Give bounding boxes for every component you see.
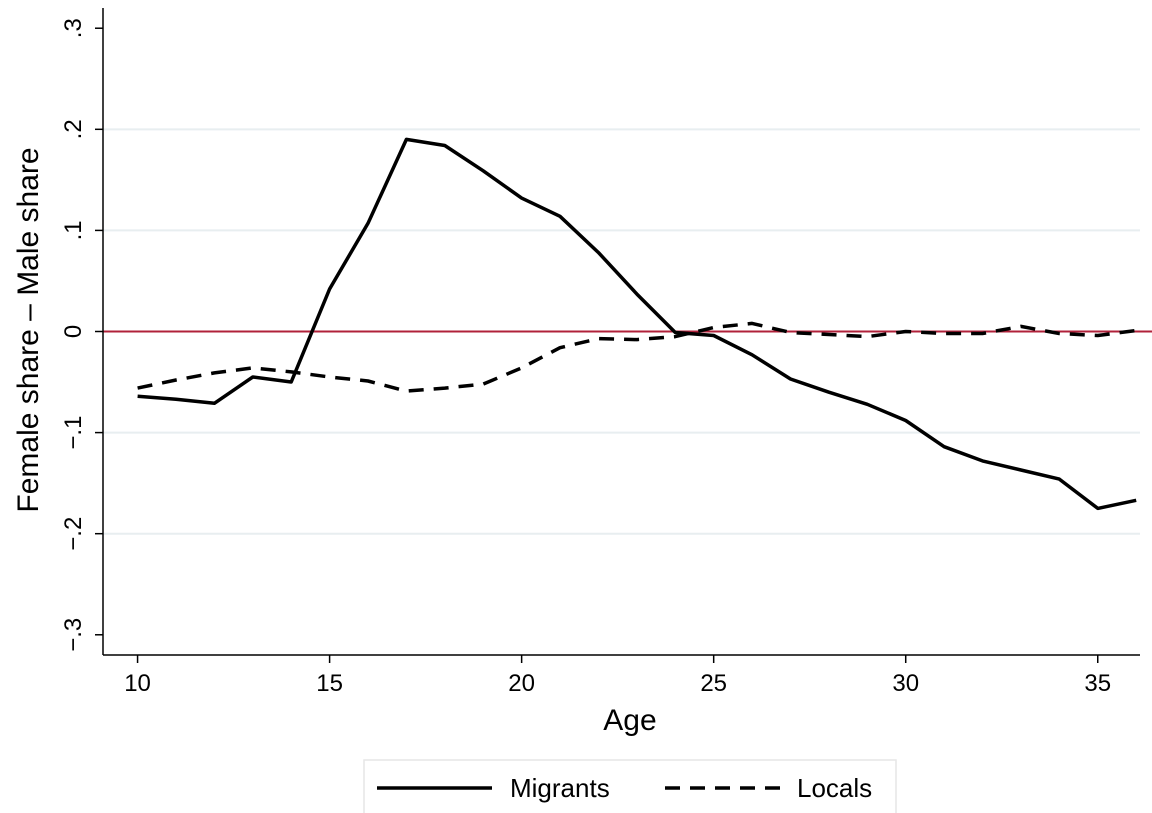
series-lines (137, 137, 1137, 511)
legend-label-locals: Locals (797, 773, 872, 803)
gridlines (103, 128, 1140, 535)
y-ticks: −.3 −.2 −.1 0 .1 .2 .3 (60, 18, 103, 652)
legend: Migrants Locals (363, 759, 897, 813)
series-line-locals (137, 321, 1137, 393)
y-tick-label: −.3 (60, 618, 87, 652)
y-tick-label: .1 (60, 220, 87, 240)
x-tick-label: 35 (1084, 670, 1111, 697)
y-tick-label: −.1 (60, 416, 87, 450)
x-tick-label: 15 (316, 670, 343, 697)
legend-label-migrants: Migrants (510, 773, 610, 803)
x-axis-title: Age (603, 704, 656, 737)
y-tick-label: −.2 (60, 517, 87, 551)
x-tick-label: 30 (892, 670, 919, 697)
x-tick-label: 25 (700, 670, 727, 697)
y-tick-label: .2 (60, 119, 87, 139)
x-ticks: 10 15 20 25 30 35 (124, 655, 1111, 697)
series-line-migrants (137, 137, 1137, 511)
x-tick-label: 10 (124, 670, 151, 697)
y-tick-label: .3 (60, 18, 87, 38)
y-tick-label: 0 (60, 325, 87, 338)
x-tick-label: 20 (508, 670, 535, 697)
y-axis-title: Female share – Male share (12, 147, 45, 512)
